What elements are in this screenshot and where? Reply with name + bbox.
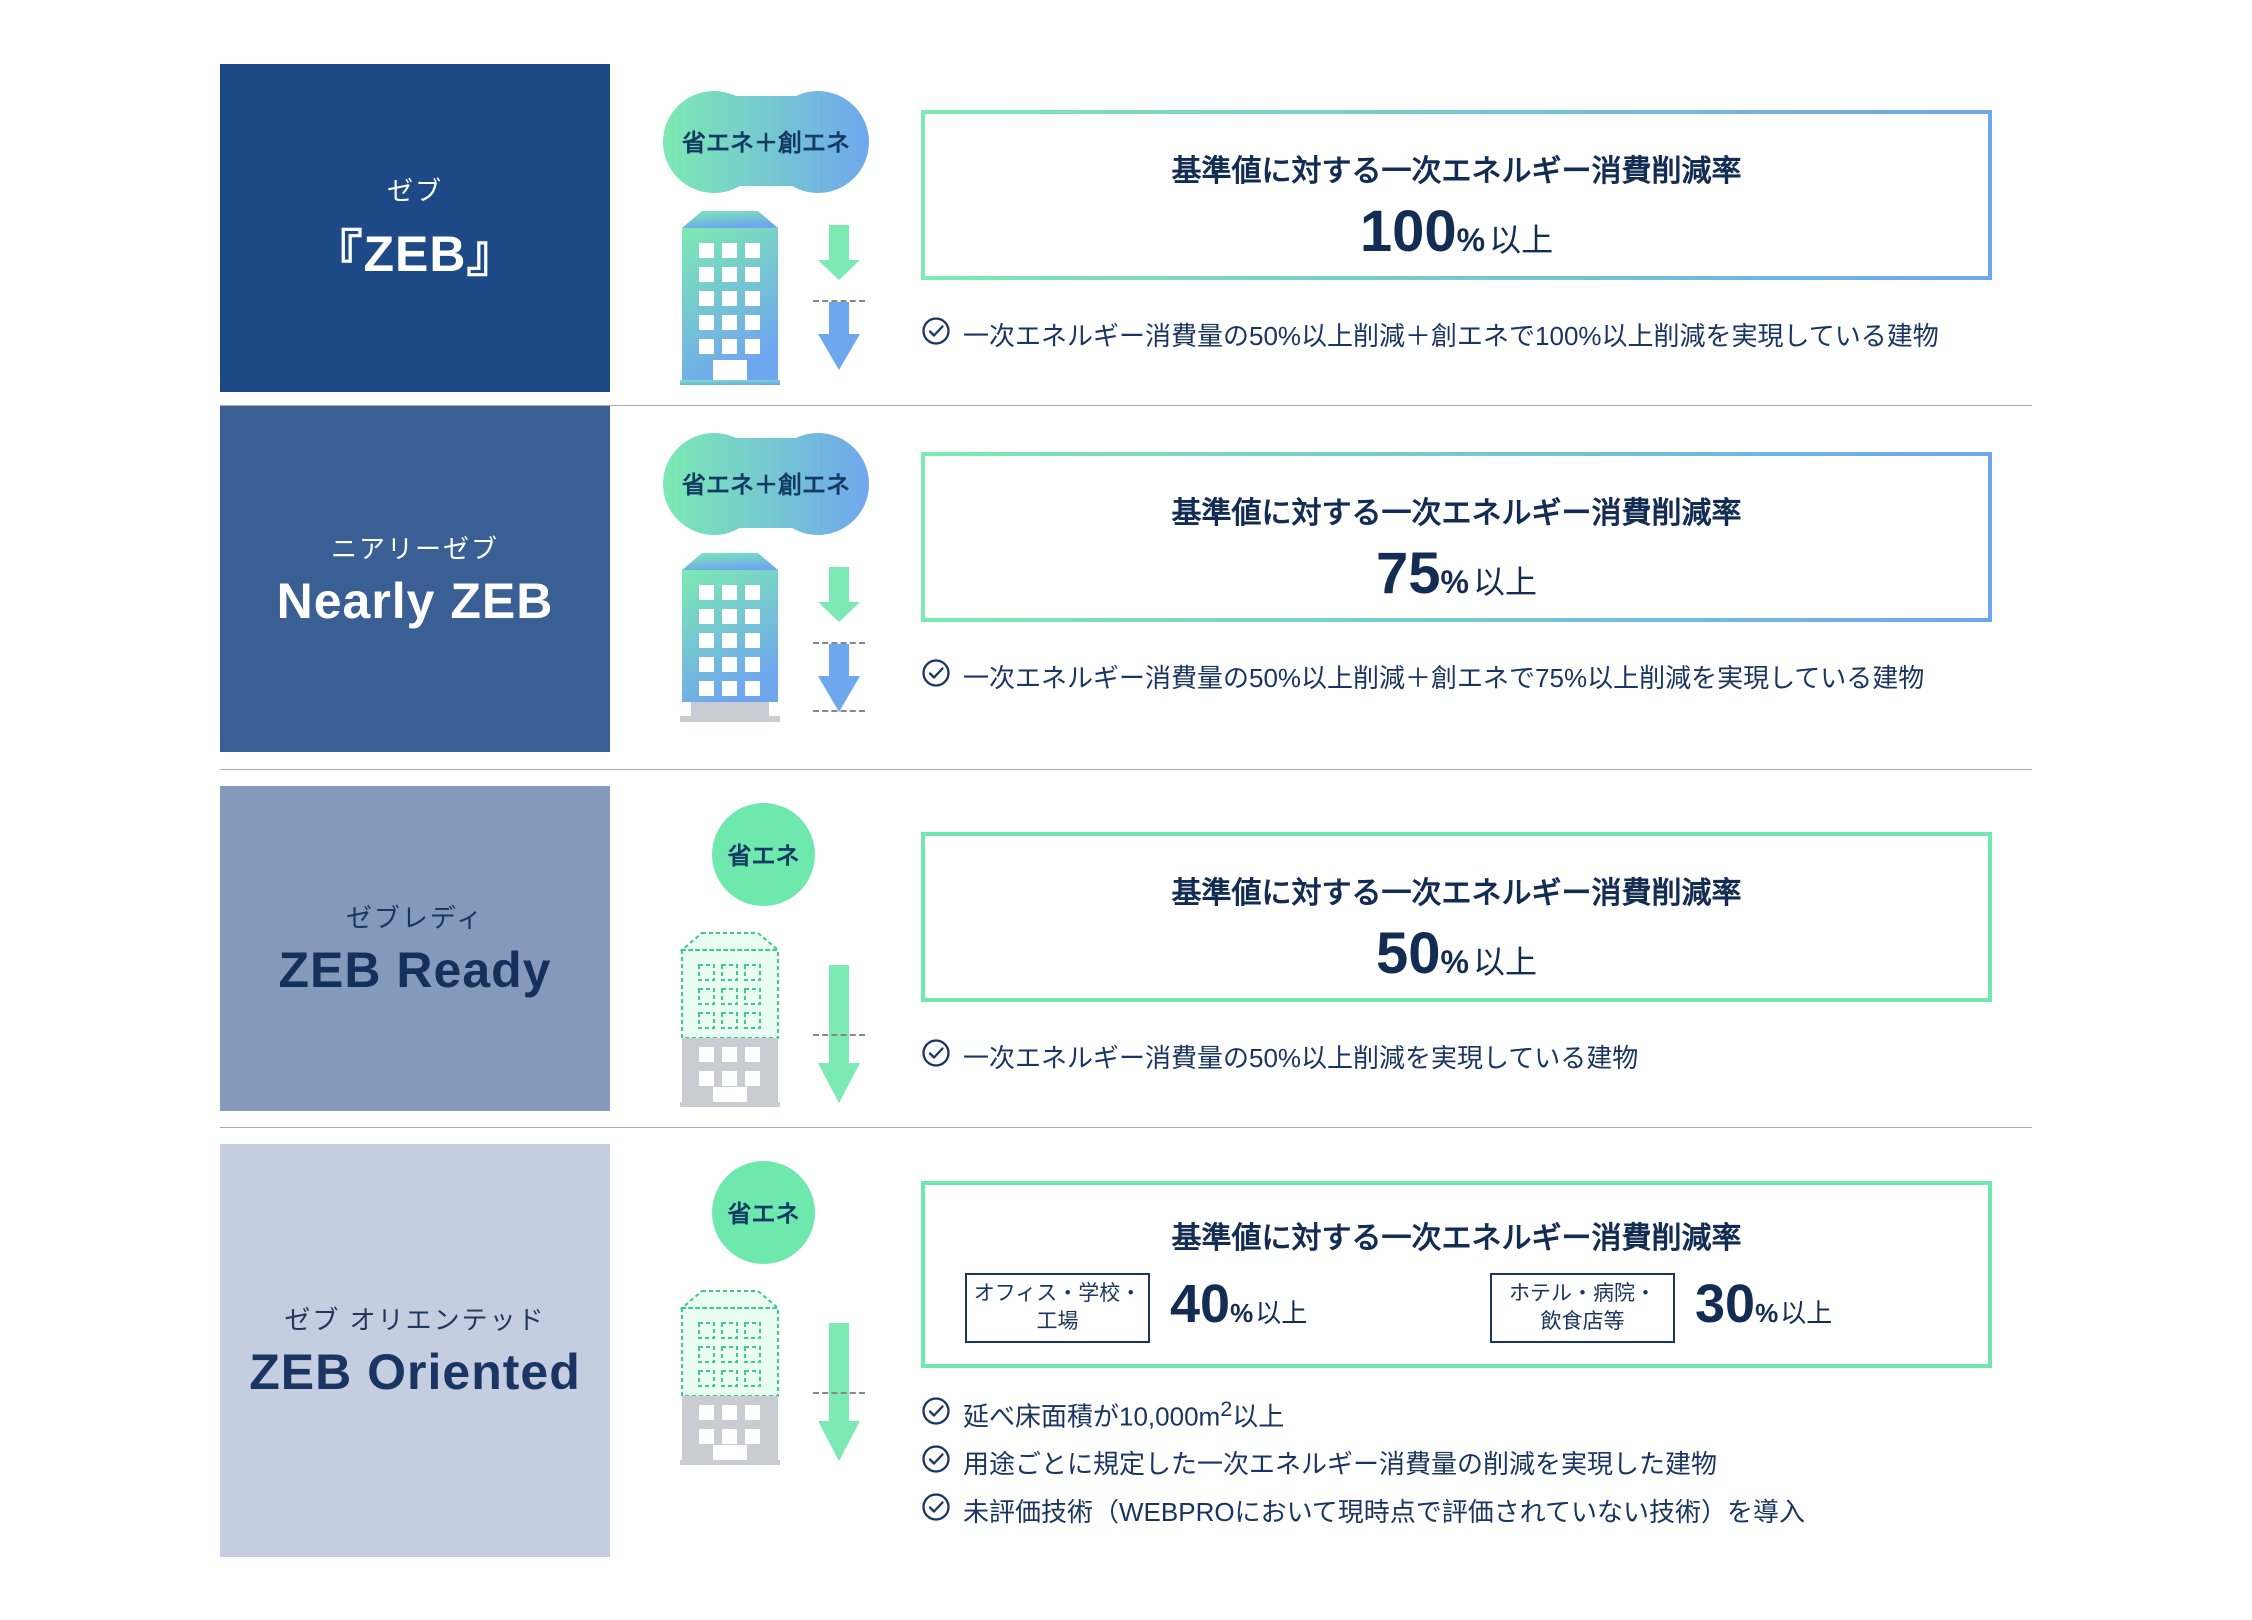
svg-text:省エネ＋創エネ: 省エネ＋創エネ [681, 130, 850, 157]
svg-text:省エネ＋創エネ: 省エネ＋創エネ [681, 472, 850, 499]
svg-text:省エネ: 省エネ [727, 843, 800, 870]
svg-text:省エネ: 省エネ [727, 1201, 800, 1228]
